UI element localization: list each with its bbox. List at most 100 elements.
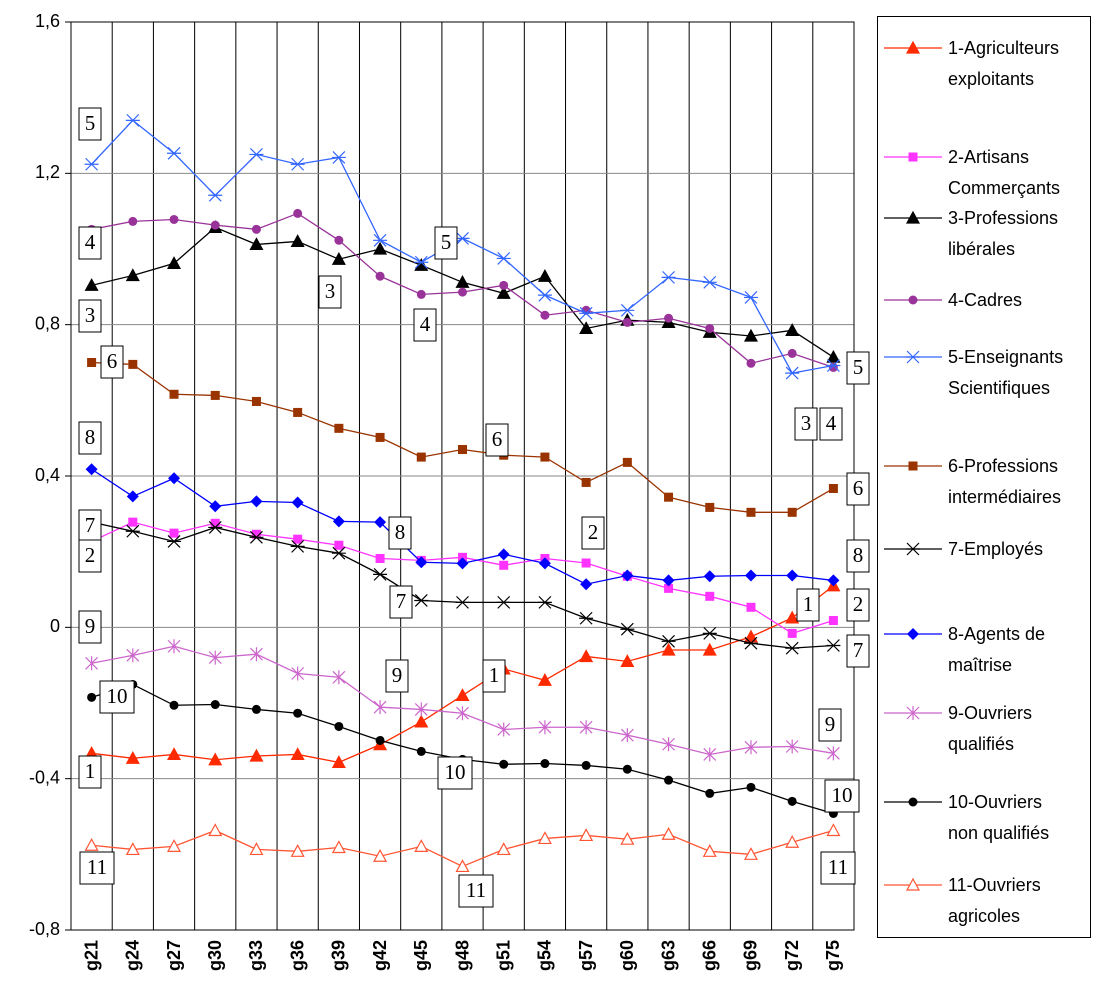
marker	[331, 755, 346, 768]
legend-key	[884, 706, 942, 720]
annotation-box	[820, 851, 856, 885]
annotation: 2	[588, 520, 599, 544]
legend-key	[884, 40, 942, 54]
marker	[249, 748, 264, 762]
x-tick-label: g63	[658, 940, 678, 971]
annotation-box	[818, 708, 842, 742]
annotation-box	[78, 421, 102, 455]
legend-marker	[905, 210, 921, 224]
marker	[169, 528, 179, 538]
marker	[826, 359, 841, 372]
annotation: 1	[489, 663, 500, 687]
x-tick-label: g39	[329, 940, 349, 971]
marker	[826, 746, 840, 761]
marker	[787, 507, 797, 517]
marker	[293, 407, 303, 417]
series-line	[91, 119, 834, 374]
y-tick-label: -0,8	[29, 919, 60, 939]
legend-marker	[908, 152, 918, 162]
series	[84, 578, 841, 768]
marker	[786, 569, 799, 582]
annotation: 3	[325, 279, 336, 303]
marker	[581, 477, 591, 487]
marker	[661, 827, 676, 840]
marker	[538, 720, 552, 735]
marker	[620, 654, 635, 667]
marker	[661, 270, 676, 284]
marker	[620, 303, 635, 317]
marker	[249, 530, 264, 544]
marker	[334, 721, 344, 731]
marker	[169, 389, 179, 399]
annotation: 4	[85, 230, 96, 254]
marker	[455, 859, 470, 873]
marker	[743, 636, 758, 650]
annotation: 11	[466, 878, 486, 902]
series	[85, 463, 840, 591]
marker	[787, 796, 797, 806]
marker	[785, 610, 800, 624]
marker	[746, 358, 756, 368]
marker	[374, 516, 387, 529]
marker	[250, 647, 263, 662]
marker	[331, 251, 346, 265]
annotation-box	[78, 107, 102, 141]
marker	[828, 362, 838, 372]
marker	[334, 540, 344, 550]
marker	[455, 275, 470, 288]
marker	[375, 271, 385, 281]
annotation-box	[413, 308, 437, 342]
annotation: 7	[853, 638, 864, 662]
x-tick-label: g60	[617, 940, 637, 971]
marker	[499, 560, 509, 570]
legend: 1-Agriculteurs exploitants 2-Artisans Com…	[877, 16, 1091, 938]
legend-label: 10-Ouvriers non qualifiés	[948, 792, 1050, 843]
marker	[499, 759, 509, 769]
marker	[622, 764, 632, 774]
legend-label: 4-Cadres	[948, 290, 1023, 310]
annotation-box	[78, 755, 102, 789]
marker	[169, 214, 179, 224]
legend-key	[884, 152, 942, 162]
marker	[705, 591, 715, 601]
marker	[84, 278, 99, 291]
marker	[293, 534, 303, 544]
annotation-box	[581, 516, 605, 550]
marker	[828, 616, 838, 626]
marker	[290, 157, 305, 171]
legend-key	[884, 350, 942, 364]
marker	[85, 656, 99, 671]
marker	[167, 639, 181, 654]
annotation-box	[78, 299, 102, 333]
marker	[538, 557, 551, 570]
marker	[826, 639, 841, 652]
marker	[497, 722, 511, 737]
marker	[128, 517, 138, 527]
legend-key	[884, 797, 942, 807]
legend-marker	[908, 797, 918, 807]
legend-label: 11-Ouvriers agricoles	[948, 875, 1041, 926]
annotation: 8	[395, 520, 406, 544]
marker	[375, 553, 385, 563]
marker	[373, 233, 388, 247]
marker	[125, 268, 140, 282]
marker	[373, 567, 388, 581]
marker	[746, 782, 756, 792]
marker	[702, 642, 717, 656]
marker	[620, 728, 634, 743]
marker	[291, 496, 304, 509]
marker	[210, 390, 220, 400]
annotation: 8	[853, 543, 864, 567]
annotation: 10	[832, 783, 853, 807]
marker	[746, 602, 756, 612]
annotation-box	[78, 226, 102, 260]
annotation: 11	[87, 855, 107, 879]
annotation-box	[78, 539, 102, 573]
marker	[579, 649, 594, 663]
marker	[785, 323, 800, 336]
series	[87, 208, 838, 372]
marker	[126, 490, 139, 503]
marker	[126, 648, 140, 663]
marker	[125, 524, 140, 538]
